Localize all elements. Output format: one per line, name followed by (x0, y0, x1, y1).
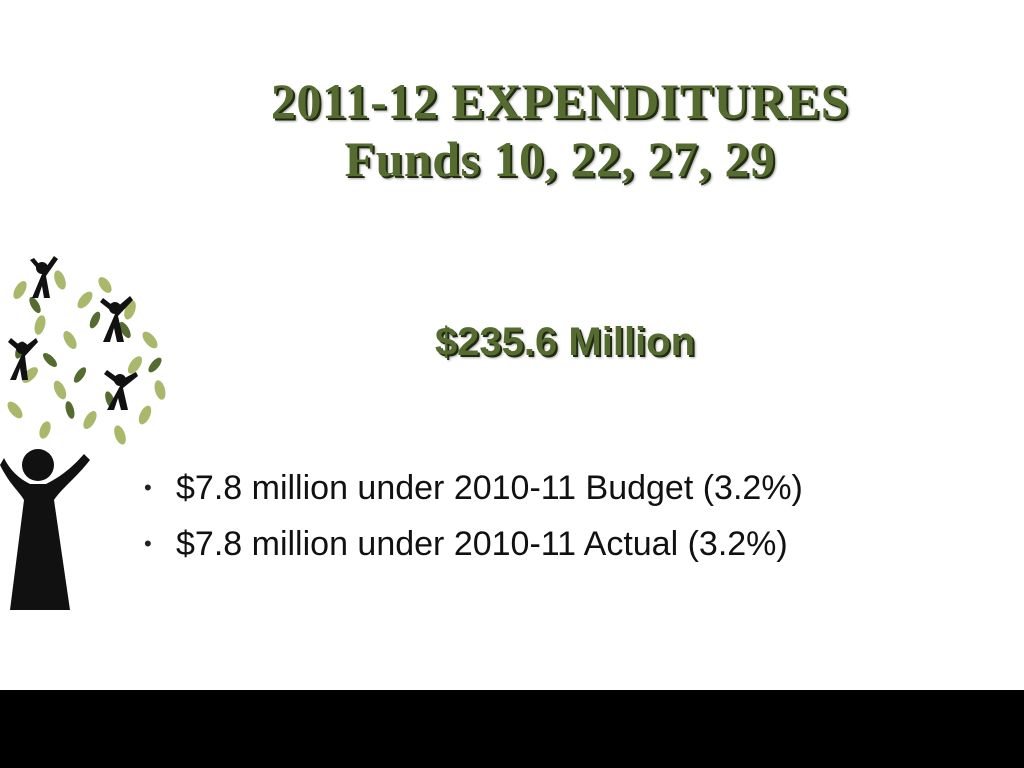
leaves (7, 270, 166, 445)
bullet-marker: • (144, 531, 152, 556)
bullet-text: $7.8 million under 2010-11 Actual (3.2%) (176, 525, 788, 563)
bullet-list: • $7.8 million under 2010-11 Budget (3.2… (140, 460, 1000, 572)
title-line-1: 2011-12 EXPENDITURES (270, 73, 850, 129)
slide: 2011-12 EXPENDITURES Funds 10, 22, 27, 2… (0, 72, 1000, 610)
title-line-2: Funds 10, 22, 27, 29 (344, 131, 776, 187)
bullet-text: $7.8 million under 2010-11 Budget (3.2%) (176, 469, 803, 507)
trunk-figure (0, 449, 90, 610)
total-amount: $235.6 Million (434, 320, 696, 364)
leaves-dark (15, 296, 162, 419)
bullet-marker: • (144, 475, 152, 500)
bullet-item: • $7.8 million under 2010-11 Budget (3.2… (140, 460, 1000, 516)
people-figures (8, 256, 138, 410)
tree-of-people-icon (0, 256, 166, 610)
slide-title: 2011-12 EXPENDITURES Funds 10, 22, 27, 2… (130, 72, 990, 188)
bullet-item: • $7.8 million under 2010-11 Actual (3.2… (140, 516, 1000, 572)
bottom-bar (0, 690, 1024, 768)
